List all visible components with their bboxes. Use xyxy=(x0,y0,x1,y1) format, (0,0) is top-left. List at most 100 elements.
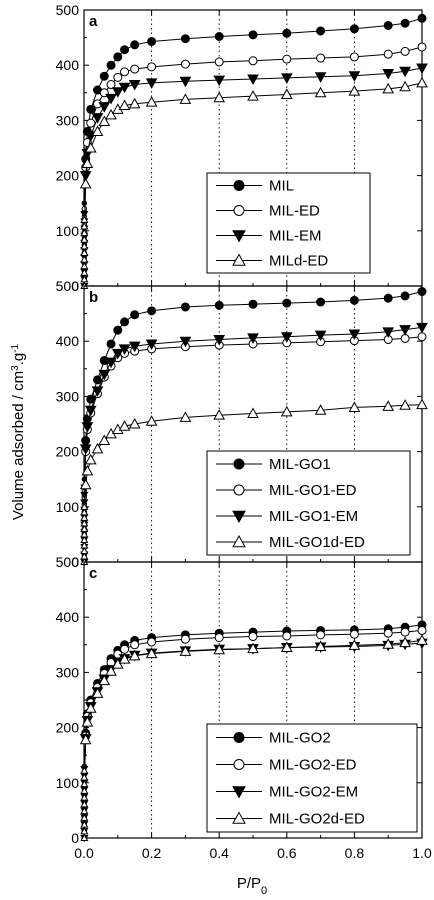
legend-label: MIL xyxy=(269,178,294,195)
data-point xyxy=(111,87,124,98)
y-tick-label: 400 xyxy=(56,609,80,625)
data-point xyxy=(383,293,393,303)
data-point xyxy=(233,458,245,470)
data-point xyxy=(180,34,190,44)
data-point xyxy=(130,40,140,50)
data-point xyxy=(180,634,190,644)
x-tick-label: 0.0 xyxy=(74,845,94,861)
data-point xyxy=(247,74,259,86)
data-point xyxy=(179,93,192,104)
y-tick-label: 400 xyxy=(56,57,80,73)
data-point xyxy=(106,339,116,349)
data-point xyxy=(128,341,141,353)
data-point xyxy=(80,275,89,283)
data-point xyxy=(80,766,89,774)
panel-a: 0 100 200 300 400 500 a MIL MIL-ED MIL-EM MILd-ED xyxy=(56,2,428,294)
data-point xyxy=(400,46,410,56)
data-point xyxy=(80,242,89,250)
data-point xyxy=(233,205,245,216)
data-point xyxy=(232,510,246,524)
data-point xyxy=(280,332,293,343)
data-point xyxy=(79,171,92,182)
data-point xyxy=(282,631,292,641)
data-point xyxy=(280,405,293,417)
data-point xyxy=(179,645,192,656)
data-point xyxy=(80,235,89,243)
data-point xyxy=(80,833,89,842)
y-tick-label: 300 xyxy=(56,388,80,404)
data-point xyxy=(80,268,89,276)
data-point xyxy=(417,287,427,297)
data-point xyxy=(349,24,359,34)
data-point xyxy=(80,813,89,821)
data-point xyxy=(348,639,361,650)
data-point xyxy=(213,335,226,346)
data-point xyxy=(80,793,89,801)
data-point xyxy=(98,674,111,686)
data-point xyxy=(248,56,258,66)
y-tick-label: 200 xyxy=(56,444,80,460)
data-point xyxy=(382,400,395,411)
data-point xyxy=(98,115,111,127)
data-point xyxy=(81,464,94,476)
y-tick-label: 200 xyxy=(56,168,80,184)
data-point xyxy=(316,630,326,640)
y-tick-label: 100 xyxy=(56,499,80,515)
data-point xyxy=(80,773,89,781)
data-point xyxy=(282,298,292,308)
legend: MIL MIL-ED MIL-EM MILd-ED xyxy=(206,172,371,274)
data-point xyxy=(417,42,427,52)
data-point xyxy=(98,434,111,446)
data-point xyxy=(179,76,192,88)
data-point xyxy=(399,325,411,336)
legend: MIL-GO2 MIL-GO2-ED MIL-GO2-EM MIL-GO2d-ED xyxy=(206,723,418,833)
legend-label: MIL-EM xyxy=(269,228,322,245)
data-point xyxy=(113,325,123,335)
data-point xyxy=(416,322,428,334)
legend-label: MIL-GO2d-ED xyxy=(269,811,365,828)
data-point xyxy=(81,716,94,727)
x-tick-label: 0.4 xyxy=(209,845,229,861)
data-point xyxy=(232,811,246,824)
legend-label: MIL-GO1d-ED xyxy=(269,534,365,551)
x-axis-title: P/P0 xyxy=(237,875,267,897)
legend-label: MIL-ED xyxy=(269,203,320,220)
data-point xyxy=(145,96,158,107)
data-point xyxy=(80,513,89,521)
data-point xyxy=(400,333,410,343)
data-point xyxy=(113,72,123,82)
x-tick-label: 0.2 xyxy=(142,845,162,861)
data-point xyxy=(80,222,89,230)
data-point xyxy=(348,85,361,96)
y-tick-label: 500 xyxy=(56,278,80,294)
data-point xyxy=(233,484,245,496)
data-point xyxy=(80,800,89,808)
data-point xyxy=(316,26,326,36)
panel-c: 0 100 200 300 400 500 0.0 0.2 0.4 0.6 0.8 1.0 c MIL-G… xyxy=(56,554,432,861)
data-point xyxy=(84,141,97,153)
data-point xyxy=(147,36,157,46)
x-tick-label: 1.0 xyxy=(412,845,432,861)
y-tick-label: 100 xyxy=(56,223,80,239)
data-point xyxy=(214,633,224,643)
data-point xyxy=(416,63,428,74)
data-point xyxy=(214,57,224,67)
data-point xyxy=(314,72,327,83)
data-point xyxy=(86,104,96,114)
data-point xyxy=(80,779,89,788)
data-point xyxy=(91,442,104,454)
data-point xyxy=(80,508,89,516)
data-point xyxy=(399,636,411,648)
data-point xyxy=(280,641,293,653)
legend-label: MILd-ED xyxy=(269,253,328,270)
data-point xyxy=(80,261,89,270)
data-point xyxy=(98,102,111,113)
data-point xyxy=(233,759,245,770)
data-point xyxy=(80,786,89,794)
data-point xyxy=(120,45,130,55)
data-point xyxy=(105,665,117,676)
data-point xyxy=(80,491,89,500)
data-point xyxy=(399,66,411,78)
data-point xyxy=(79,478,92,490)
